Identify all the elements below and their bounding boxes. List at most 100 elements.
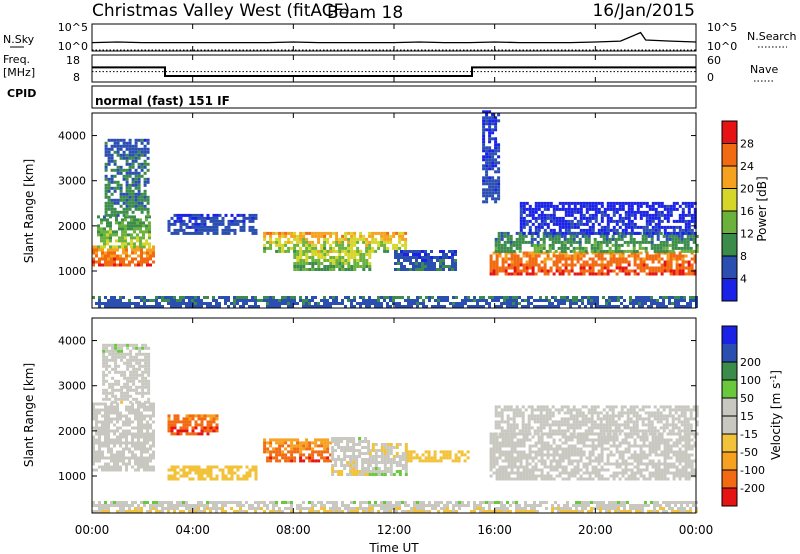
time-tick-label-3: 12:00 xyxy=(377,523,412,537)
freq-plot xyxy=(92,66,696,77)
power-region-6 xyxy=(394,250,457,271)
velocity-colorbar-label: Velocity [m s-1] xyxy=(769,370,784,460)
velocity-ylabel: Slant Range [km] xyxy=(22,363,36,467)
nsky-series-0 xyxy=(91,31,697,44)
velocity-region-2 xyxy=(167,414,219,436)
power-colorbar-tick-2: 12 xyxy=(740,228,754,241)
power-yticks: 1000 2000 3000 4000 xyxy=(58,130,696,278)
power-colorbar-swatch-2 xyxy=(722,233,737,256)
power-colorbar-swatch-4 xyxy=(722,188,737,211)
power-colorbar-swatch-3 xyxy=(722,211,737,234)
velocity-colorbar-tick-4: 15 xyxy=(740,410,754,423)
nave-tick-top: 60 xyxy=(707,54,721,67)
power-colorbar: 4 8 12 16 20 24 28 xyxy=(721,120,754,302)
velocity-region-9 xyxy=(494,405,699,436)
nave-tick-bottom: 0 xyxy=(707,71,714,84)
velocity-colorbar-tick-3: -15 xyxy=(740,428,758,441)
freq-tick-bottom: 8 xyxy=(73,71,80,84)
time-tick-label-1: 04:00 xyxy=(175,523,210,537)
nsky-label: N.Sky xyxy=(3,33,35,46)
velocity-panel xyxy=(92,343,699,513)
nsky-tick-top: 10^5 xyxy=(58,21,88,34)
power-colorbar-label: Power [dB] xyxy=(755,176,769,241)
velocity-region-4 xyxy=(263,438,333,463)
power-panel xyxy=(92,110,699,308)
power-colorbar-tick-5: 24 xyxy=(740,160,754,173)
velocity-yticks: 1000 2000 3000 4000 xyxy=(58,335,696,483)
power-colorbar-tick-6: 28 xyxy=(740,138,754,151)
time-tick-label-0: 00:00 xyxy=(75,523,110,537)
velocity-colorbar-swatch-8 xyxy=(722,344,737,362)
velocity-ytick-label-0: 1000 xyxy=(58,470,86,483)
velocity-colorbar-tick-0: -200 xyxy=(740,482,765,495)
velocity-colorbar-tick-6: 100 xyxy=(740,374,761,387)
power-region-0 xyxy=(92,245,155,267)
freq-label-line1: Freq. xyxy=(3,53,30,66)
freq-label-line2: [MHz] xyxy=(3,66,35,79)
velocity-colorbar-swatch-2 xyxy=(722,452,737,470)
velocity-region-5 xyxy=(331,437,371,476)
velocity-colorbar-tick-7: 200 xyxy=(740,356,761,369)
power-colorbar-swatch-7 xyxy=(722,121,737,144)
power-ytick-label-2: 3000 xyxy=(58,175,86,188)
velocity-colorbar-tick-1: -100 xyxy=(740,464,765,477)
velocity-colorbar-swatch-0 xyxy=(722,488,737,506)
velocity-region-1 xyxy=(102,343,151,404)
velocity-region-7 xyxy=(406,450,470,463)
power-ytick-label-0: 1000 xyxy=(58,265,86,278)
nsearch-tick-top: 10^5 xyxy=(707,21,737,34)
nsearch-tick-bottom: 10^0 xyxy=(707,40,737,53)
cpid-label: CPID xyxy=(7,87,36,100)
velocity-region-3 xyxy=(167,465,258,481)
power-region-2 xyxy=(104,138,150,217)
date-label: 16/Jan/2015 xyxy=(592,1,695,21)
nsearch-label: N.Search xyxy=(747,30,797,43)
power-region-4 xyxy=(263,231,408,253)
velocity-colorbar-swatch-1 xyxy=(722,470,737,488)
velocity-colorbar-swatch-5 xyxy=(722,398,737,416)
velocity-colorbar-swatch-6 xyxy=(722,380,737,398)
power-ylabel: Slant Range [km] xyxy=(22,159,36,263)
velocity-colorbar-swatch-7 xyxy=(722,362,737,380)
power-region-5 xyxy=(293,250,372,271)
power-region-7 xyxy=(489,251,697,276)
power-region-9 xyxy=(519,201,697,235)
velocity-region-6 xyxy=(368,443,408,476)
power-region-3 xyxy=(167,213,258,235)
velocity-ytick-label-2: 3000 xyxy=(58,380,86,393)
power-region-11 xyxy=(92,296,698,308)
velocity-ytick-label-1: 2000 xyxy=(58,425,86,438)
power-region-8 xyxy=(494,231,699,253)
velocity-colorbar-swatch-4 xyxy=(722,416,737,434)
velocity-ytick-label-3: 4000 xyxy=(58,335,86,348)
time-tick-label-5: 20:00 xyxy=(578,523,613,537)
time-axis-label: Time UT xyxy=(368,541,419,554)
cpid-strip-frame xyxy=(91,85,697,109)
time-axis-ticks: 00:00 04:00 08:00 12:00 16:00 20:00 00:00 xyxy=(75,24,713,537)
velocity-colorbar: -200 -100 -50 -15 15 50 100 200 xyxy=(721,325,765,507)
velocity-colorbar-tick-2: -50 xyxy=(740,446,758,459)
velocity-colorbar-swatch-3 xyxy=(722,434,737,452)
velocity-colorbar-tick-5: 50 xyxy=(740,392,754,405)
power-colorbar-tick-0: 4 xyxy=(740,273,747,286)
freq-series-0 xyxy=(92,66,696,77)
power-colorbar-swatch-6 xyxy=(722,143,737,166)
power-ytick-label-1: 2000 xyxy=(58,220,86,233)
power-colorbar-tick-4: 20 xyxy=(740,183,754,196)
velocity-colorbar-swatch-9 xyxy=(722,326,737,344)
beam-label: Beam 18 xyxy=(327,3,403,23)
power-region-10 xyxy=(482,110,501,204)
nsky-tick-bottom: 10^0 xyxy=(58,40,88,53)
velocity-region-8 xyxy=(489,432,697,481)
power-colorbar-swatch-5 xyxy=(722,166,737,189)
velocity-region-0 xyxy=(92,402,155,472)
power-colorbar-swatch-0 xyxy=(722,278,737,301)
power-colorbar-swatch-1 xyxy=(722,256,737,279)
nave-label: Nave xyxy=(750,63,778,76)
cpid-value: normal (fast) 151 IF xyxy=(95,94,230,108)
power-colorbar-tick-3: 16 xyxy=(740,205,754,218)
power-ytick-label-3: 4000 xyxy=(58,130,86,143)
freq-tick-top: 18 xyxy=(66,54,80,67)
figure-title: Christmas Valley West (fitACF) xyxy=(92,1,350,21)
